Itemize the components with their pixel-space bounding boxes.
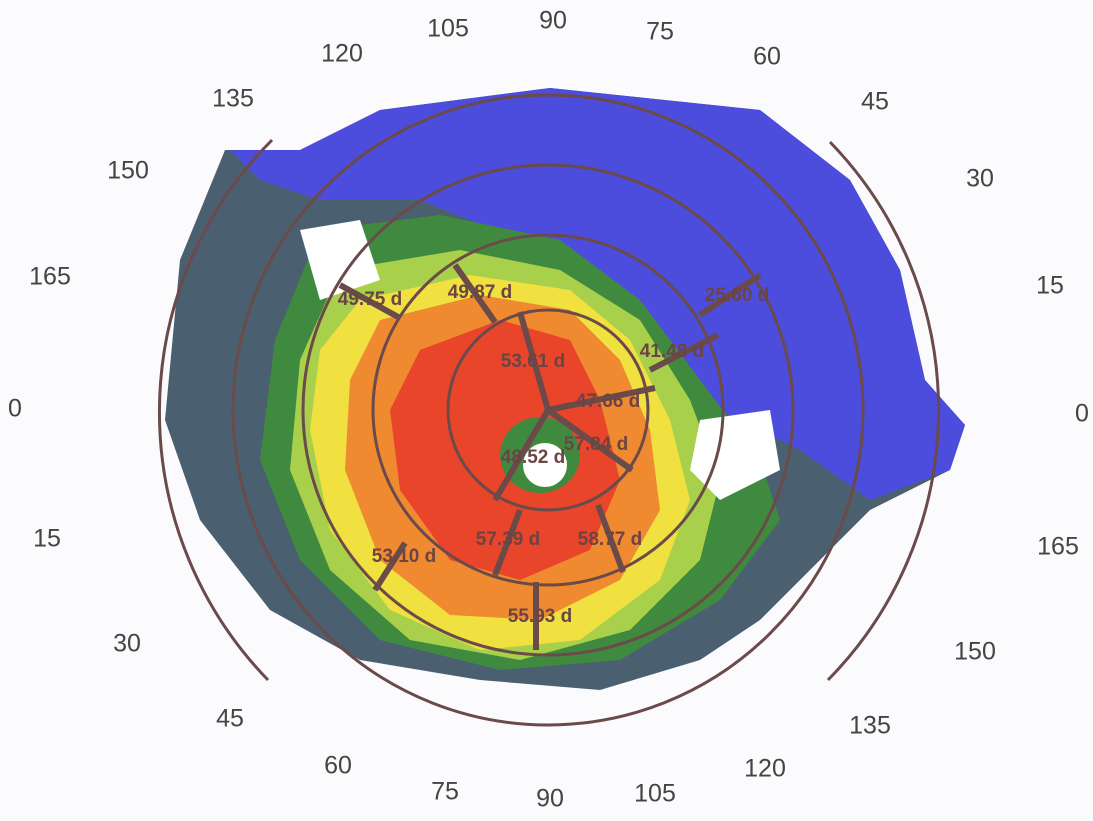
reading-label: 53.10 d — [372, 546, 436, 567]
angle-label: 120 — [321, 40, 363, 68]
angle-label: 75 — [431, 778, 459, 806]
meridian — [546, 407, 634, 473]
reading-label: 57.84 d — [564, 434, 628, 455]
angle-label: 120 — [744, 755, 786, 783]
outer-arc — [157, 138, 274, 682]
angle-label: 45 — [216, 705, 244, 733]
meridian — [492, 508, 523, 577]
rings — [157, 93, 941, 727]
meridian — [648, 332, 720, 373]
ring — [371, 233, 725, 587]
angle-label: 165 — [1037, 533, 1079, 561]
meridian — [517, 311, 551, 411]
angle-label: 150 — [954, 638, 996, 666]
reading-label: 55.93 d — [508, 606, 572, 627]
reading-label: 25.60 d — [705, 285, 769, 306]
ring — [231, 93, 865, 727]
reading-label: 41.48 d — [640, 341, 704, 362]
gap — [690, 410, 780, 500]
reading-label: 49.75 d — [338, 289, 402, 310]
angle-label: 45 — [861, 88, 889, 116]
angle-label: 75 — [646, 18, 674, 46]
meridian — [452, 263, 498, 324]
angle-label: 90 — [536, 785, 564, 813]
angle-label: 15 — [33, 525, 61, 553]
reading-label: 53.61 d — [501, 351, 565, 372]
angle-label: 0 — [1075, 400, 1089, 428]
angle-label: 30 — [966, 165, 994, 193]
angle-label: 60 — [753, 43, 781, 71]
angle-label: 105 — [427, 15, 469, 43]
meridians — [338, 263, 762, 650]
angle-label: 165 — [29, 263, 71, 291]
ring — [301, 163, 795, 657]
meridian — [595, 503, 626, 574]
meridian — [698, 272, 762, 318]
meridian — [492, 408, 551, 502]
angle-label: 60 — [324, 752, 352, 780]
angle-label: 30 — [113, 630, 141, 658]
ring — [446, 308, 650, 512]
reading-label: 58.77 d — [578, 529, 642, 550]
outer-arc — [826, 140, 941, 682]
meridian — [338, 282, 402, 321]
center-gap — [523, 443, 567, 487]
angle-label: 0 — [8, 395, 22, 423]
meridian — [547, 385, 656, 413]
gap — [300, 220, 380, 300]
angle-label: 135 — [849, 712, 891, 740]
meridian — [372, 541, 408, 592]
reading-label: 47.66 d — [576, 391, 640, 412]
angle-label: 15 — [1036, 272, 1064, 300]
reading-label: 48.52 d — [501, 447, 565, 468]
reading-label: 57.39 d — [476, 529, 540, 550]
angle-label: 135 — [212, 85, 254, 113]
angle-label: 105 — [634, 780, 676, 808]
color-map — [165, 88, 965, 690]
reading-label: 49.87 d — [448, 282, 512, 303]
angle-label: 150 — [107, 157, 149, 185]
angle-label: 90 — [539, 7, 567, 35]
